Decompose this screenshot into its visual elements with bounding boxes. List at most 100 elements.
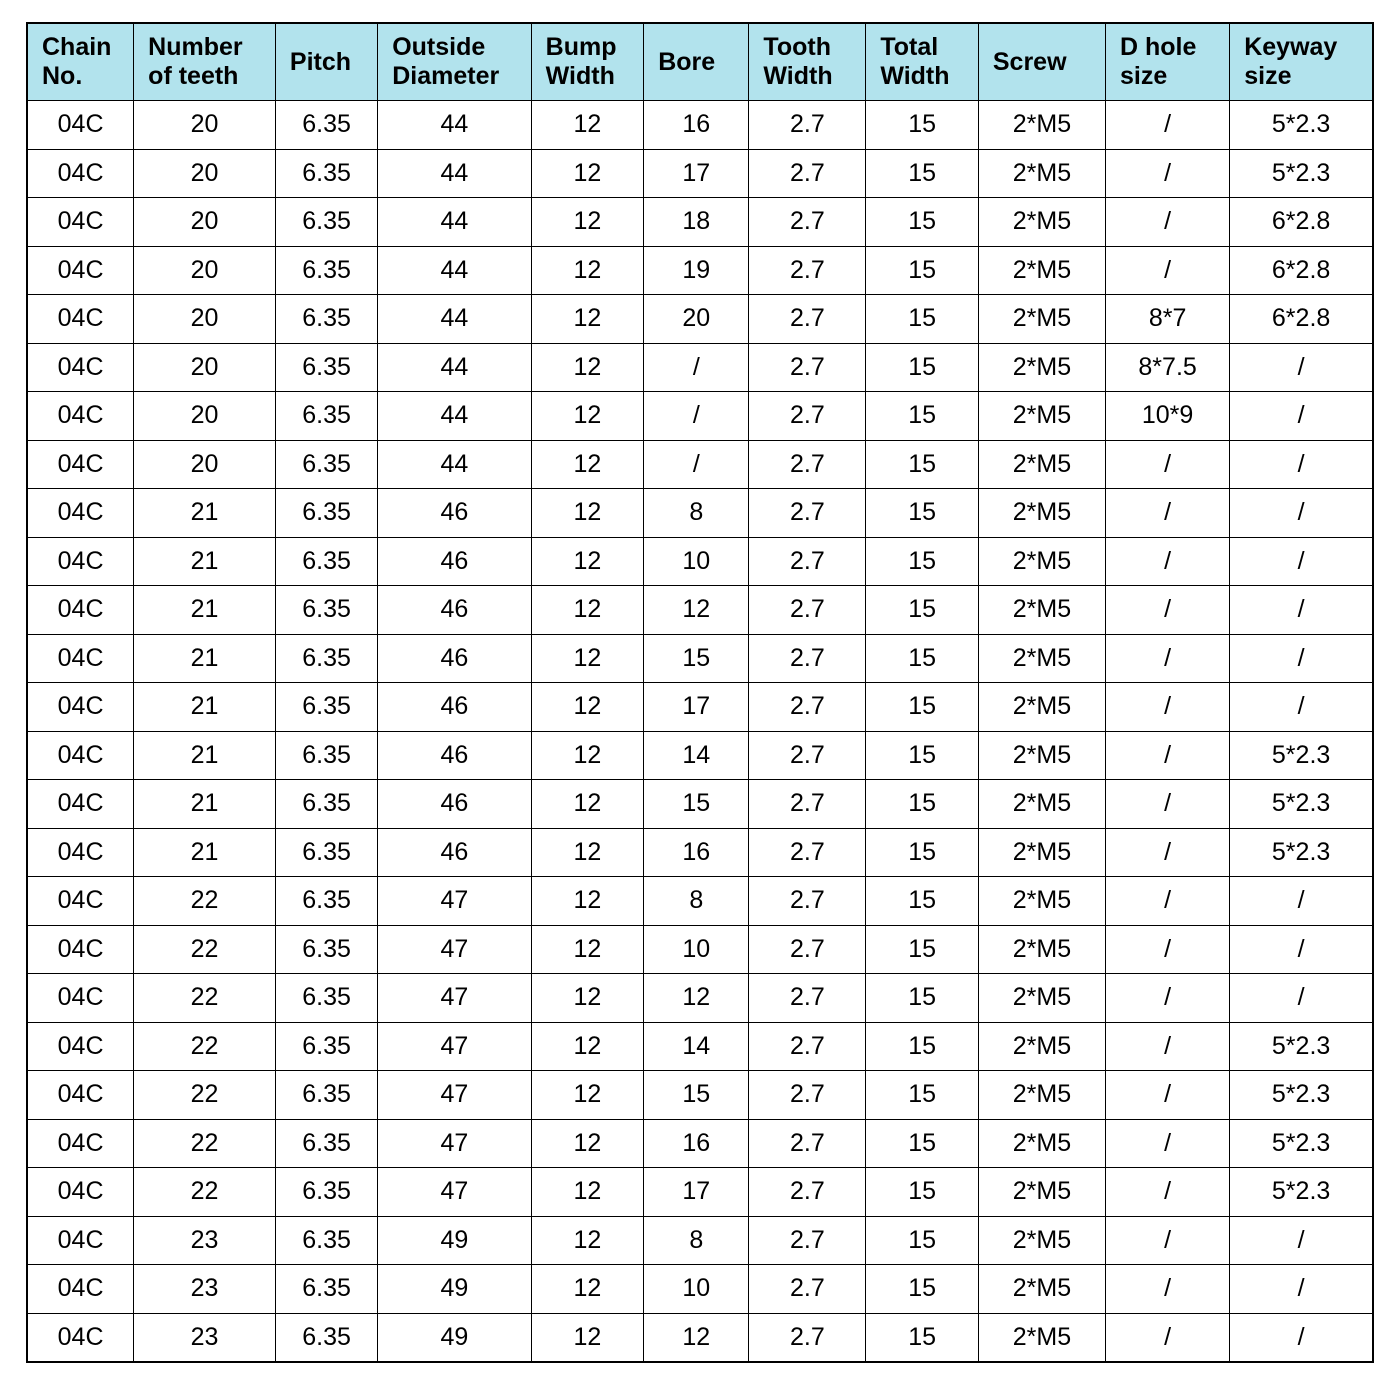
cell: /: [1106, 1119, 1230, 1168]
cell: 22: [134, 877, 276, 926]
cell: 6.35: [275, 537, 377, 586]
cell: 2*M5: [978, 925, 1105, 974]
cell: 2*M5: [978, 440, 1105, 489]
cell: /: [1106, 1216, 1230, 1265]
cell: 46: [378, 586, 531, 635]
col-header: Bump Width: [531, 23, 644, 101]
cell: 17: [644, 1168, 749, 1217]
table-row: 04C216.354612102.7152*M5//: [27, 537, 1373, 586]
cell: 04C: [27, 392, 134, 441]
cell: /: [1106, 1265, 1230, 1314]
cell: 5*2.3: [1230, 1071, 1373, 1120]
cell: /: [1106, 683, 1230, 732]
cell: 15: [866, 1168, 979, 1217]
table-row: 04C206.354412/2.7152*M58*7.5/: [27, 343, 1373, 392]
cell: 23: [134, 1313, 276, 1362]
cell: 15: [866, 1265, 979, 1314]
cell: 2.7: [749, 925, 866, 974]
cell: 15: [866, 101, 979, 150]
cell: 21: [134, 489, 276, 538]
cell: 20: [134, 149, 276, 198]
cell: 21: [134, 537, 276, 586]
cell: 15: [866, 343, 979, 392]
cell: 2.7: [749, 1168, 866, 1217]
cell: 2.7: [749, 586, 866, 635]
cell: 12: [531, 198, 644, 247]
cell: /: [1230, 440, 1373, 489]
cell: 2*M5: [978, 586, 1105, 635]
cell: 16: [644, 1119, 749, 1168]
cell: 44: [378, 101, 531, 150]
table-row: 04C206.354412192.7152*M5/6*2.8: [27, 246, 1373, 295]
table-row: 04C206.354412182.7152*M5/6*2.8: [27, 198, 1373, 247]
cell: 17: [644, 149, 749, 198]
cell: 12: [531, 1022, 644, 1071]
cell: 21: [134, 828, 276, 877]
cell: 16: [644, 101, 749, 150]
table-row: 04C226.354712102.7152*M5//: [27, 925, 1373, 974]
cell: 6.35: [275, 925, 377, 974]
cell: /: [1230, 392, 1373, 441]
cell: 46: [378, 731, 531, 780]
cell: 04C: [27, 537, 134, 586]
cell: 6.35: [275, 634, 377, 683]
cell: 2.7: [749, 537, 866, 586]
cell: 2.7: [749, 392, 866, 441]
cell: /: [1106, 246, 1230, 295]
cell: 6.35: [275, 1265, 377, 1314]
cell: 6.35: [275, 1168, 377, 1217]
cell: 04C: [27, 1022, 134, 1071]
cell: 15: [866, 828, 979, 877]
cell: 15: [644, 1071, 749, 1120]
cell: 8*7: [1106, 295, 1230, 344]
cell: 6.35: [275, 974, 377, 1023]
cell: 20: [134, 440, 276, 489]
cell: 04C: [27, 974, 134, 1023]
cell: 23: [134, 1216, 276, 1265]
cell: 04C: [27, 586, 134, 635]
cell: 2*M5: [978, 101, 1105, 150]
cell: 2.7: [749, 440, 866, 489]
page-container: Chain No.Number of teethPitchOutside Dia…: [0, 0, 1400, 1385]
cell: 44: [378, 343, 531, 392]
cell: 8: [644, 1216, 749, 1265]
cell: 2.7: [749, 828, 866, 877]
col-header: Chain No.: [27, 23, 134, 101]
cell: 6.35: [275, 780, 377, 829]
table-row: 04C216.354612152.7152*M5//: [27, 634, 1373, 683]
cell: 6.35: [275, 877, 377, 926]
col-header: Bore: [644, 23, 749, 101]
cell: 2*M5: [978, 489, 1105, 538]
cell: 6.35: [275, 392, 377, 441]
cell: 12: [531, 877, 644, 926]
cell: /: [1106, 780, 1230, 829]
cell: /: [1106, 586, 1230, 635]
table-row: 04C226.354712142.7152*M5/5*2.3: [27, 1022, 1373, 1071]
cell: 12: [644, 974, 749, 1023]
cell: 22: [134, 974, 276, 1023]
cell: 6.35: [275, 149, 377, 198]
cell: /: [1106, 101, 1230, 150]
spec-table: Chain No.Number of teethPitchOutside Dia…: [26, 22, 1374, 1363]
cell: 47: [378, 877, 531, 926]
cell: /: [1106, 149, 1230, 198]
cell: 15: [866, 537, 979, 586]
cell: 21: [134, 586, 276, 635]
cell: 2.7: [749, 1119, 866, 1168]
cell: /: [1106, 877, 1230, 926]
cell: 2.7: [749, 877, 866, 926]
cell: 04C: [27, 489, 134, 538]
cell: 20: [134, 101, 276, 150]
cell: /: [1230, 634, 1373, 683]
cell: 21: [134, 683, 276, 732]
cell: 2*M5: [978, 683, 1105, 732]
cell: 12: [531, 489, 644, 538]
cell: 6*2.8: [1230, 198, 1373, 247]
cell: 2*M5: [978, 634, 1105, 683]
cell: 6*2.8: [1230, 246, 1373, 295]
cell: 18: [644, 198, 749, 247]
cell: 15: [866, 877, 979, 926]
cell: 2*M5: [978, 1168, 1105, 1217]
cell: /: [1230, 489, 1373, 538]
cell: 15: [866, 780, 979, 829]
